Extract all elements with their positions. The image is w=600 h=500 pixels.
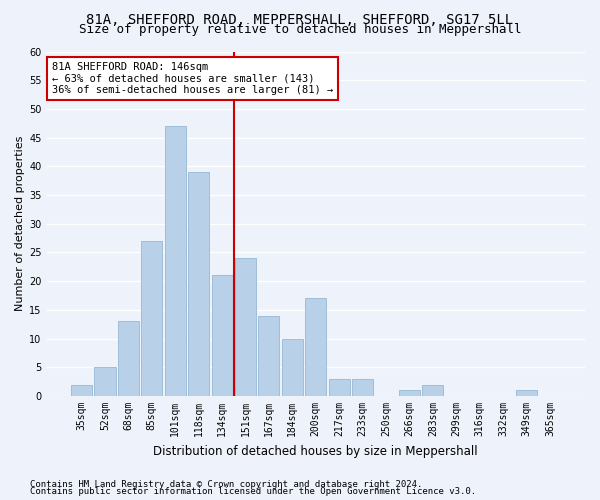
Bar xyxy=(329,379,350,396)
Bar xyxy=(188,172,209,396)
Text: Size of property relative to detached houses in Meppershall: Size of property relative to detached ho… xyxy=(79,24,521,36)
Y-axis label: Number of detached properties: Number of detached properties xyxy=(15,136,25,312)
Bar xyxy=(71,384,92,396)
Bar xyxy=(212,276,233,396)
Bar xyxy=(516,390,537,396)
Bar xyxy=(259,316,280,396)
Bar xyxy=(235,258,256,396)
Text: Contains public sector information licensed under the Open Government Licence v3: Contains public sector information licen… xyxy=(30,488,476,496)
Bar xyxy=(352,379,373,396)
Bar xyxy=(94,368,116,396)
Bar xyxy=(141,241,163,396)
Bar xyxy=(118,322,139,396)
Bar xyxy=(399,390,420,396)
Text: Contains HM Land Registry data © Crown copyright and database right 2024.: Contains HM Land Registry data © Crown c… xyxy=(30,480,422,489)
Bar xyxy=(282,338,303,396)
Text: 81A SHEFFORD ROAD: 146sqm
← 63% of detached houses are smaller (143)
36% of semi: 81A SHEFFORD ROAD: 146sqm ← 63% of detac… xyxy=(52,62,333,95)
Bar xyxy=(305,298,326,396)
X-axis label: Distribution of detached houses by size in Meppershall: Distribution of detached houses by size … xyxy=(154,444,478,458)
Bar xyxy=(164,126,186,396)
Text: 81A, SHEFFORD ROAD, MEPPERSHALL, SHEFFORD, SG17 5LL: 81A, SHEFFORD ROAD, MEPPERSHALL, SHEFFOR… xyxy=(86,12,514,26)
Bar xyxy=(422,384,443,396)
